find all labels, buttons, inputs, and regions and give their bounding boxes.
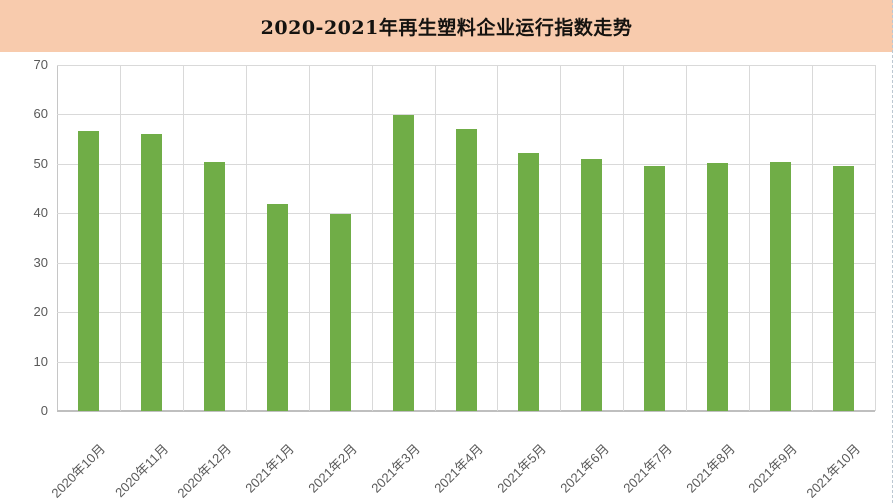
x-axis-tick-label-2021年2月: 2021年2月 <box>305 441 360 496</box>
v-gridline-4 <box>309 65 310 411</box>
y-axis-tick-label-60: 60 <box>33 106 48 122</box>
y-axis-tick-label-10: 10 <box>33 353 48 369</box>
v-gridline-8 <box>560 65 561 411</box>
v-gridline-7 <box>497 65 498 411</box>
y-axis-line <box>57 65 58 411</box>
bar-2021年5月[interactable] <box>518 152 540 411</box>
y-axis-tick-label-40: 40 <box>33 205 48 221</box>
x-axis-tick-label-2020年12月: 2020年12月 <box>174 441 235 501</box>
h-gridline-70 <box>57 65 875 66</box>
bar-2021年4月[interactable] <box>455 129 477 411</box>
bar-2021年9月[interactable] <box>770 161 792 411</box>
v-gridline-1 <box>120 65 121 411</box>
v-gridline-5 <box>372 65 373 411</box>
x-axis-tick-label-2021年5月: 2021年5月 <box>494 441 549 496</box>
x-axis-tick-label-2021年8月: 2021年8月 <box>682 441 738 496</box>
h-gridline-60 <box>57 114 875 116</box>
x-axis-tick-label-2021年4月: 2021年4月 <box>431 441 486 496</box>
bar-2021年1月[interactable] <box>266 203 288 411</box>
bar-2021年10月[interactable] <box>833 166 855 411</box>
bar-2021年7月[interactable] <box>644 166 666 411</box>
bar-2021年3月[interactable] <box>392 114 414 411</box>
x-axis-tick-label-2021年6月: 2021年6月 <box>557 441 612 496</box>
chart-area: 0 10 20 30 40 50 60 70 2020年10月 2020年11月 2020年12月… <box>0 52 893 503</box>
v-gridline-9 <box>623 65 624 411</box>
y-axis-tick-label-30: 30 <box>33 254 48 270</box>
x-axis-tick-label-2020年10月: 2020年10月 <box>48 441 109 501</box>
v-gridline-3 <box>246 65 247 411</box>
x-axis-tick-label-2021年3月: 2021年3月 <box>368 441 423 496</box>
x-axis-line <box>57 410 875 412</box>
plot-area[interactable] <box>57 65 876 412</box>
y-axis-tick-label-0: 0 <box>40 403 48 418</box>
v-gridline-6 <box>435 65 436 411</box>
bar-2021年2月[interactable] <box>329 214 351 411</box>
v-gridline-11 <box>749 65 750 411</box>
x-axis-tick-label-2021年1月: 2021年1月 <box>242 441 297 496</box>
chart-title: 2020-2021年再生塑料企业运行指数走势 <box>260 16 633 39</box>
chart-title-bar: 2020-2021年再生塑料企业运行指数走势 <box>0 0 893 52</box>
x-axis-tick-label-2021年10月: 2021年10月 <box>803 441 864 501</box>
y-axis-tick-label-20: 20 <box>33 304 48 320</box>
bar-2020年10月[interactable] <box>77 131 99 411</box>
bar-2020年12月[interactable] <box>203 161 225 411</box>
v-gridline-2 <box>183 65 184 411</box>
x-axis-tick-label-2021年9月: 2021年9月 <box>745 441 801 496</box>
x-axis-tick-label-2020年11月: 2020年11月 <box>112 441 172 501</box>
v-gridline-12 <box>812 65 813 411</box>
x-axis-tick-label-2021年7月: 2021年7月 <box>619 441 675 496</box>
bar-2021年6月[interactable] <box>581 158 603 411</box>
y-axis-tick-label-50: 50 <box>33 155 48 171</box>
bar-2020年11月[interactable] <box>140 134 162 411</box>
v-gridline-10 <box>686 65 687 411</box>
v-gridline-13 <box>875 65 876 411</box>
y-axis-tick-label-70: 70 <box>33 57 48 72</box>
bar-2021年8月[interactable] <box>707 162 729 411</box>
spreadsheet-column-gridline <box>892 0 893 503</box>
